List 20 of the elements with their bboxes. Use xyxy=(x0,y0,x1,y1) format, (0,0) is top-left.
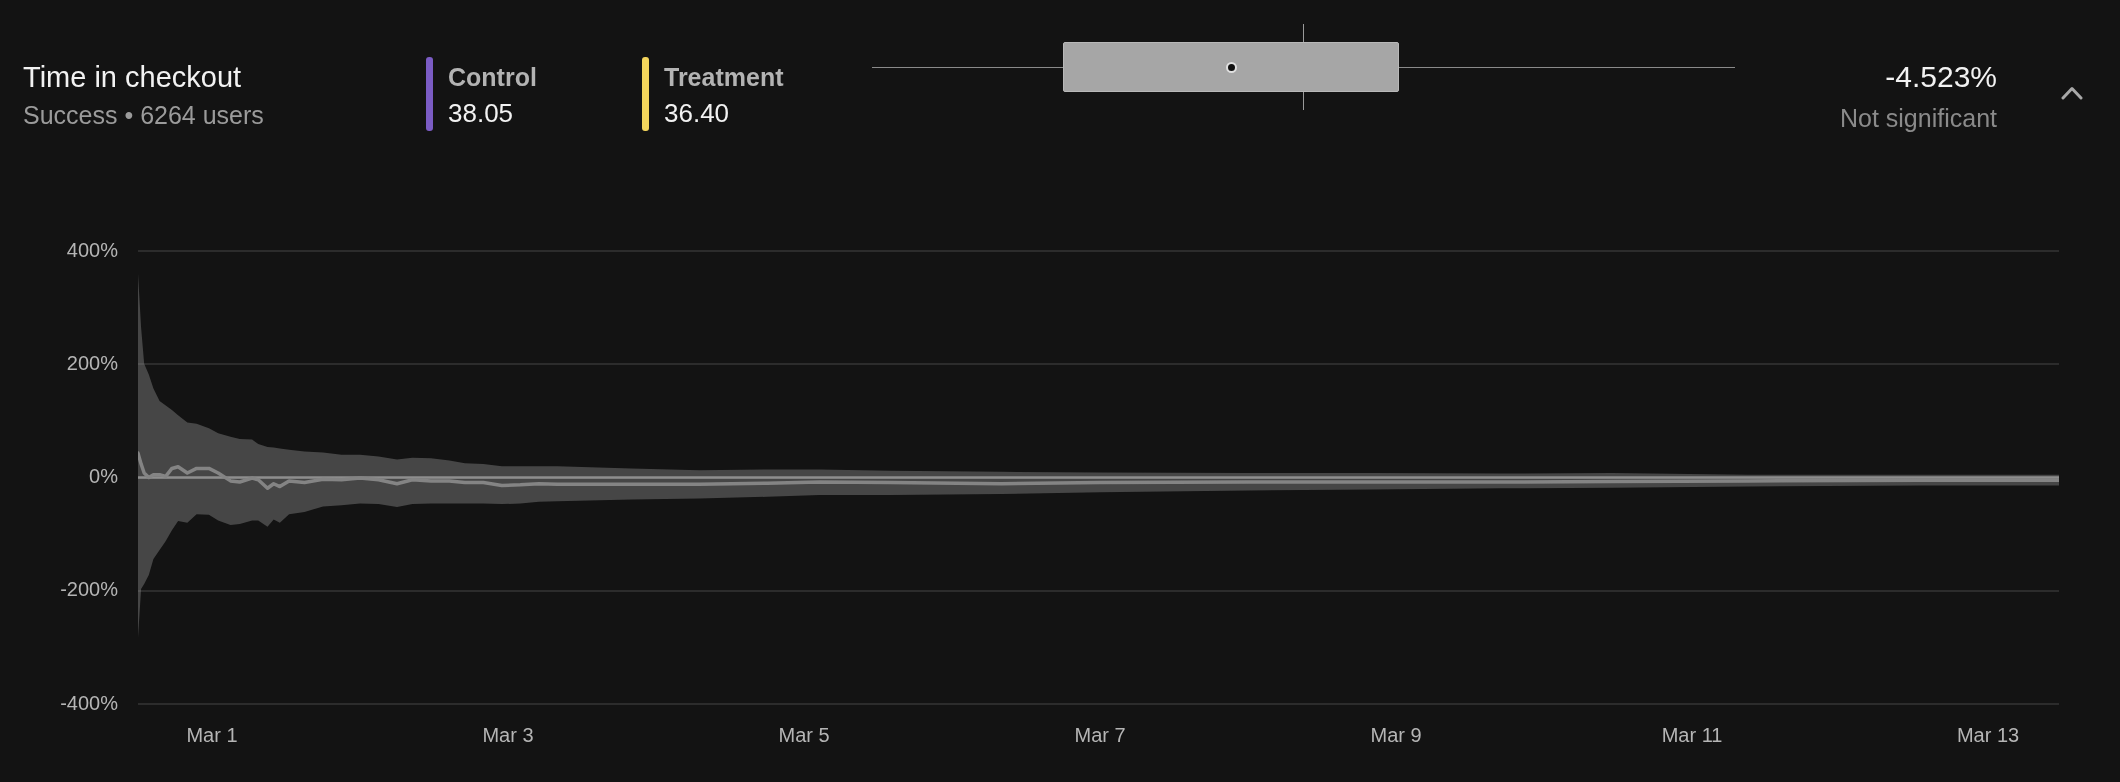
text: Time in checkout xyxy=(23,60,242,93)
x-tick-label: Mar 9 xyxy=(1370,723,1422,746)
x-tick-label: Mar 3 xyxy=(482,723,534,746)
x-tick-label: Mar 11 xyxy=(1661,723,1723,746)
text: -4.523% xyxy=(1885,60,1997,93)
y-tick-label: -400% xyxy=(60,691,119,714)
text: Not significant xyxy=(1839,103,1997,132)
x-tick-label: Mar 5 xyxy=(778,723,830,746)
x-tick-label: Mar 13 xyxy=(1956,723,2020,746)
data-label: 38.05 xyxy=(448,97,514,128)
y-tick-label: -200% xyxy=(60,578,119,601)
legend-label: Treatment xyxy=(664,62,784,91)
y-tick-label: 0% xyxy=(89,465,119,488)
text: Success • 6264 users xyxy=(23,101,264,130)
x-tick-label: Mar 1 xyxy=(186,723,238,746)
y-tick-label: 200% xyxy=(66,351,119,374)
data-label: 36.40 xyxy=(664,97,730,128)
legend-label: Control xyxy=(448,62,537,91)
y-tick-label: 400% xyxy=(66,238,119,261)
x-tick-label: Mar 7 xyxy=(1074,723,1126,746)
